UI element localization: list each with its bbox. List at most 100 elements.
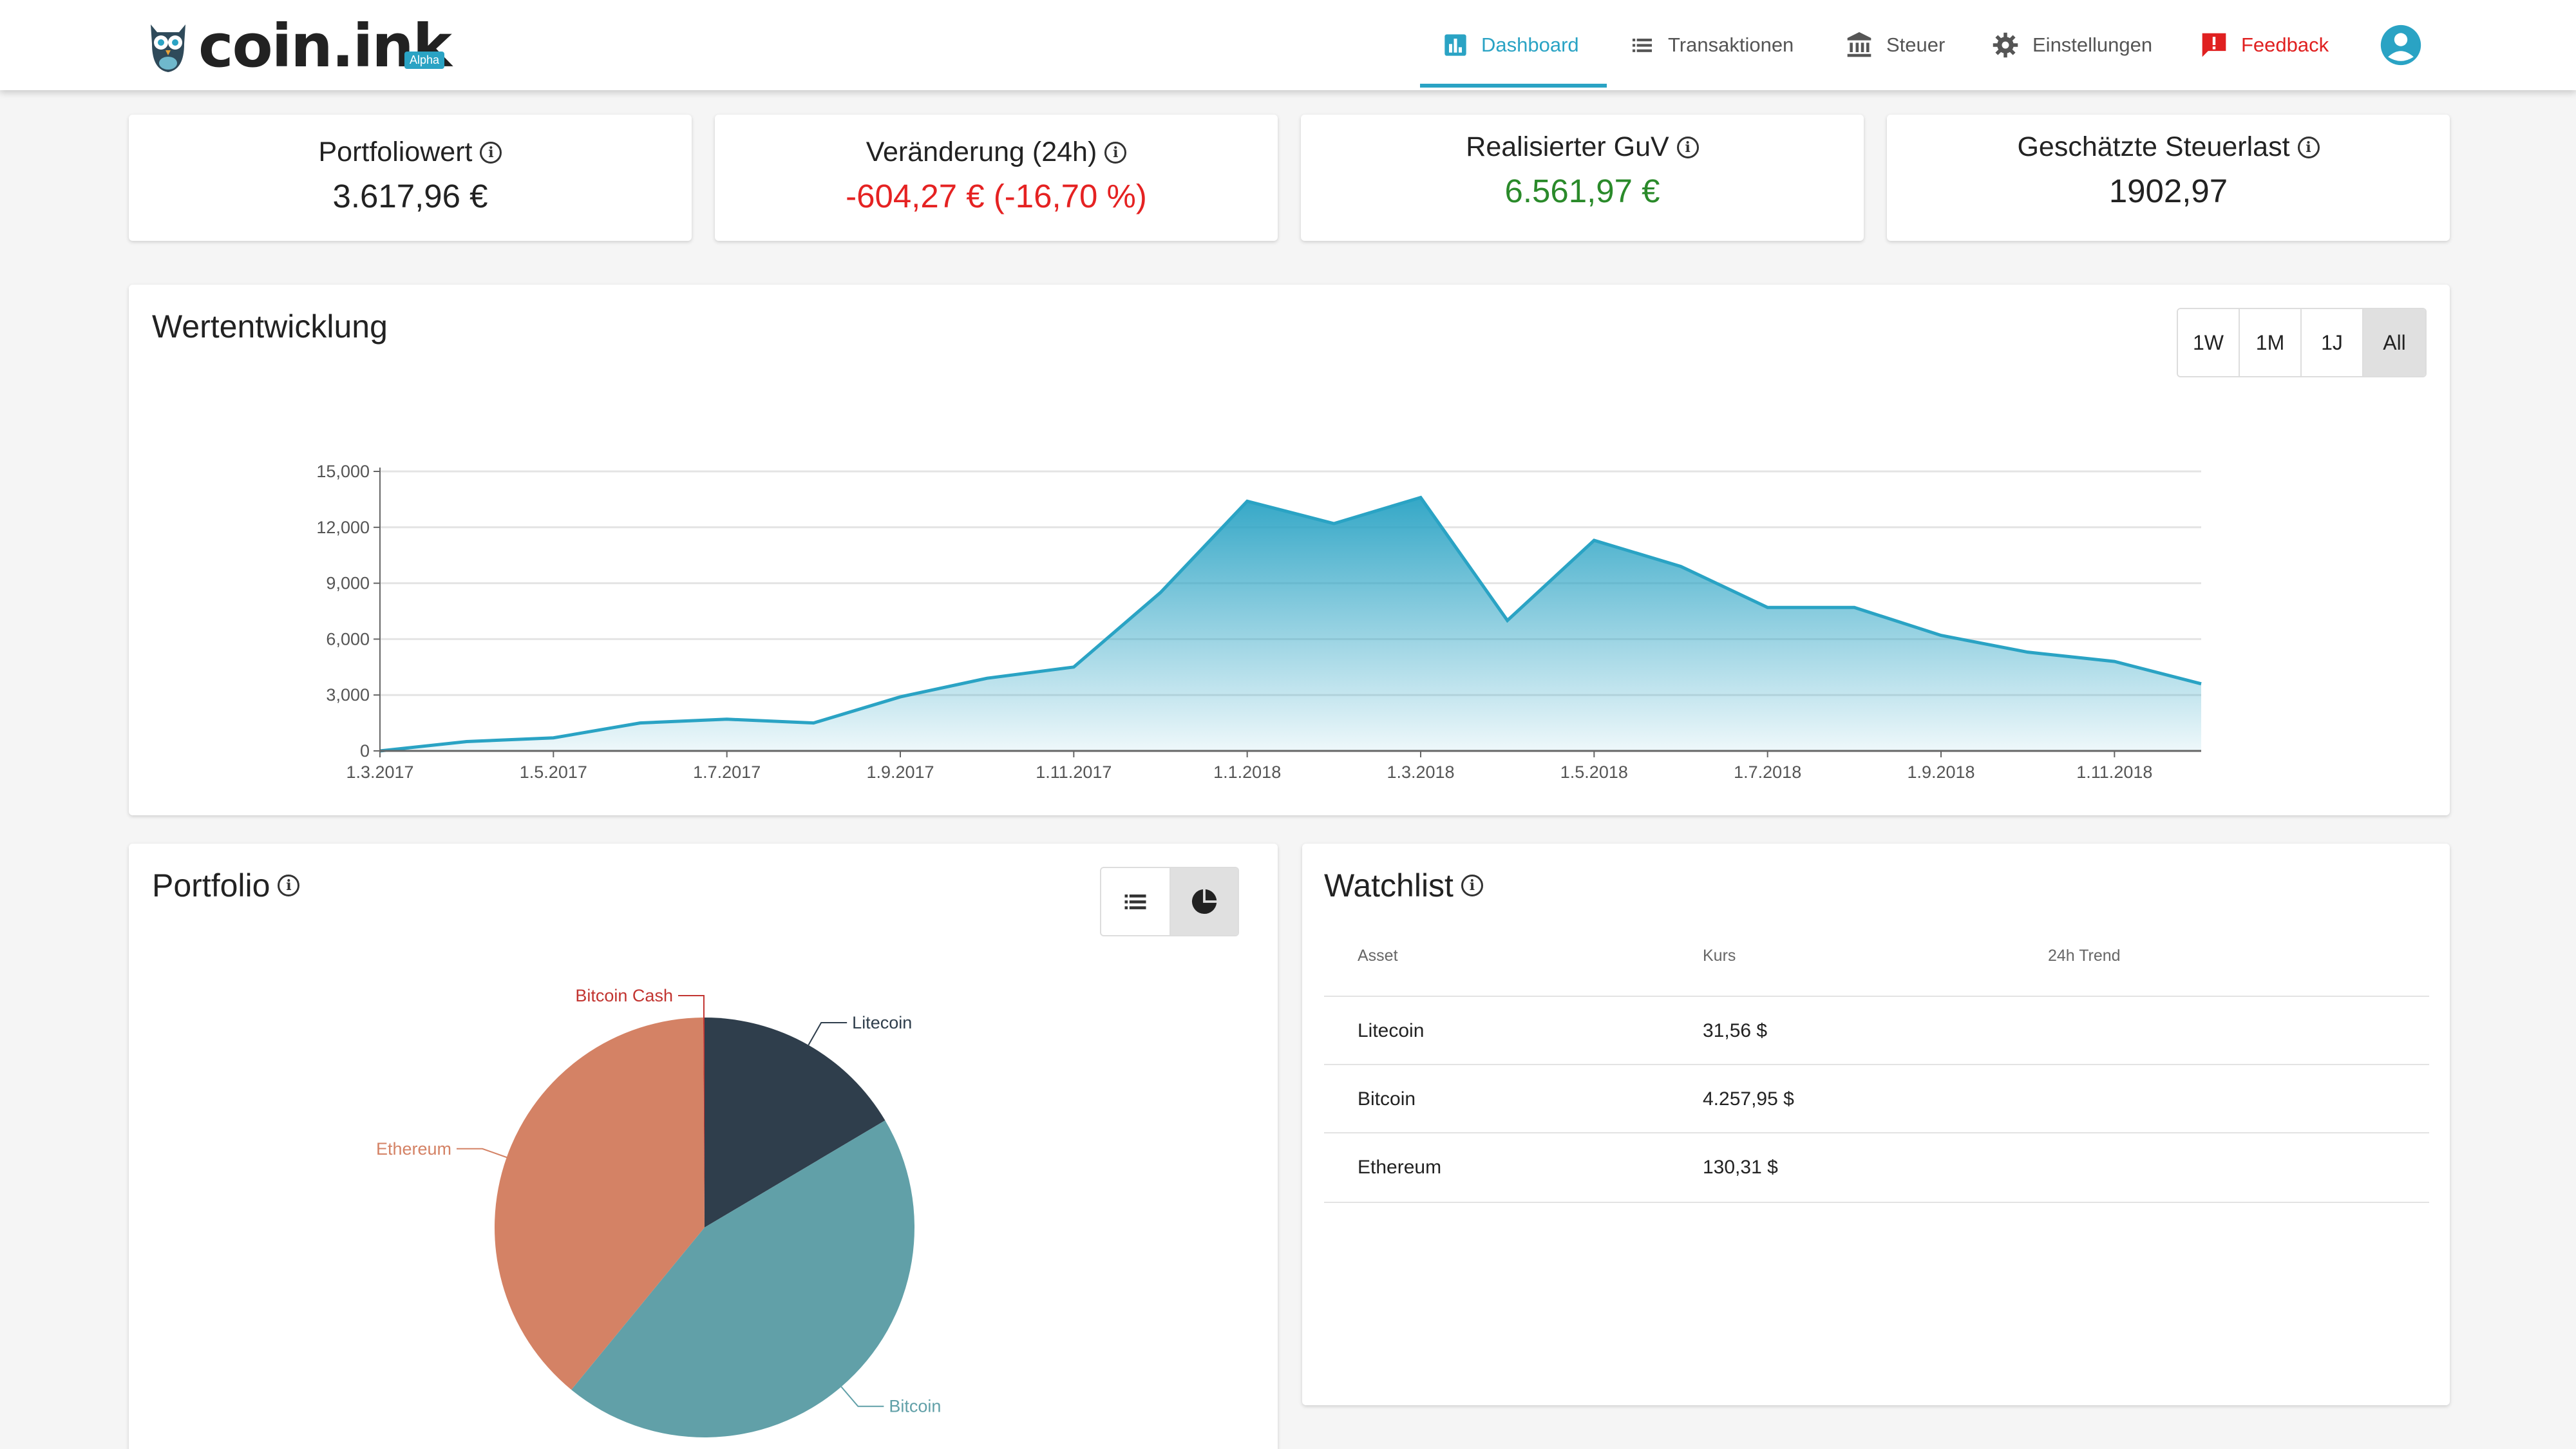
pie-label: Litecoin: [852, 1013, 912, 1032]
kpi-label: Veränderung (24h): [866, 137, 1097, 167]
pie-label-line: [457, 1148, 507, 1159]
x-tick-label: 1.11.2018: [2076, 762, 2152, 782]
nav-transaktionen[interactable]: Transaktionen: [1629, 0, 1794, 90]
y-tick-label: 12,000: [316, 518, 370, 537]
bar-chart-icon: [1443, 32, 1468, 58]
x-tick-label: 1.5.2018: [1560, 762, 1628, 782]
table-row[interactable]: Ethereum 130,31 $: [1324, 1132, 2429, 1200]
kpi-value: 6.561,97 €: [1504, 173, 1660, 209]
pie-label: Bitcoin: [889, 1397, 941, 1416]
portfolio-pie-chart: Litecoin Bitcoin Ethereum Bitcoin Cash: [376, 986, 941, 1437]
info-icon[interactable]: i: [278, 875, 300, 896]
info-icon[interactable]: i: [1461, 875, 1483, 896]
kpi-label: Portfoliowert: [318, 137, 473, 167]
asset-price: 31,56 $: [1703, 1020, 1768, 1041]
x-tick-label: 1.5.2017: [520, 762, 587, 782]
value-chart-card: Wertentwicklung 1W 1M 1J All 0 3,000 6,000…: [129, 285, 2450, 815]
gear-icon: [1991, 31, 2020, 59]
logo[interactable]: coin.ink Alpha: [147, 14, 452, 79]
area-fill: [380, 497, 2201, 751]
range-1m-button[interactable]: 1M: [2240, 309, 2302, 376]
x-tick-label: 1.7.2018: [1734, 762, 1801, 782]
alpha-badge: Alpha: [404, 52, 445, 69]
asset-name: Litecoin: [1358, 1020, 1425, 1041]
kpi-label: Geschätzte Steuerlast: [2017, 131, 2290, 162]
pie-view-button[interactable]: [1170, 868, 1238, 935]
y-tick-label: 15,000: [316, 462, 370, 481]
pie-label: Ethereum: [376, 1139, 451, 1159]
pie-slice-litecoin: [705, 1018, 886, 1227]
asset-price: 130,31 $: [1703, 1157, 1778, 1178]
portfolio-view-toggle: [1100, 867, 1239, 936]
list-icon: [1124, 895, 1146, 909]
x-tick-label: 1.11.2017: [1036, 762, 1112, 782]
nav-einstellungen[interactable]: Einstellungen: [1991, 0, 2152, 90]
nav-steuer[interactable]: Steuer: [1845, 0, 1945, 90]
nav-dashboard-label: Dashboard: [1481, 33, 1579, 56]
asset-name: Bitcoin: [1358, 1088, 1416, 1110]
y-tick-label: 6,000: [326, 629, 370, 649]
portfolio-card: Portfolio i Litecoin Bitcoin Ethereum Bitco…: [129, 844, 1278, 1449]
pie-label-line: [677, 995, 705, 1018]
kpi-label: Realisierter GuV: [1466, 131, 1669, 162]
portfolio-title: Portfolio: [152, 867, 270, 904]
series-line: [379, 495, 2202, 753]
kpi-value: 3.617,96 €: [332, 178, 488, 214]
table-row[interactable]: Litecoin 31,56 $: [1324, 996, 2429, 1064]
table-row[interactable]: Bitcoin 4.257,95 $: [1324, 1064, 2429, 1132]
column-header-asset[interactable]: Asset: [1358, 947, 1398, 965]
list-view-button[interactable]: [1101, 868, 1170, 935]
pie-label-line: [840, 1386, 884, 1407]
info-icon[interactable]: i: [1676, 136, 1699, 158]
nav-dashboard[interactable]: Dashboard: [1443, 0, 1579, 90]
pie-label-line: [808, 1021, 848, 1046]
kpi-realisierter-guv: Realisierter GuV i 6.561,97 €: [1301, 115, 1864, 241]
x-tick-label: 1.9.2017: [866, 762, 934, 782]
feedback-icon: [2200, 31, 2228, 59]
kpi-veraenderung: Veränderung (24h) i -604,27 € (-16,70 %): [715, 115, 1278, 241]
nav-einstellungen-label: Einstellungen: [2032, 33, 2153, 56]
x-tick-label: 1.7.2017: [693, 762, 761, 782]
info-icon[interactable]: i: [2297, 136, 2320, 158]
y-tick-label: 3,000: [326, 685, 370, 705]
kpi-portfoliowert: Portfoliowert i 3.617,96 €: [129, 115, 692, 241]
nav-steuer-label: Steuer: [1886, 33, 1946, 56]
y-tick-label: 0: [360, 741, 370, 761]
column-header-kurs[interactable]: Kurs: [1703, 947, 1736, 965]
bank-icon: [1845, 31, 1873, 59]
range-all-button[interactable]: All: [2363, 309, 2425, 376]
x-tick-label: 1.1.2018: [1213, 762, 1281, 782]
top-bar: coin.ink Alpha Dashboard Transaktionen S…: [0, 0, 2576, 90]
list-icon: [1629, 32, 1655, 58]
info-icon[interactable]: i: [1104, 141, 1127, 164]
range-1w-button[interactable]: 1W: [2178, 309, 2240, 376]
info-icon[interactable]: i: [480, 141, 502, 164]
column-header-trend[interactable]: 24h Trend: [2048, 947, 2121, 965]
y-tick-label: 9,000: [326, 574, 370, 593]
x-tick-label: 1.9.2018: [1907, 762, 1975, 782]
value-area-chart: 0 3,000 6,000 9,000 12,000 15,000 1.3.2017 1.5.…: [316, 462, 2202, 782]
kpi-value: 1902,97: [2108, 173, 2228, 209]
table-divider: [1324, 1202, 2429, 1203]
pie-label: Bitcoin Cash: [575, 986, 673, 1005]
range-selector: 1W 1M 1J All: [2177, 308, 2427, 377]
watchlist-title: Watchlist: [1324, 867, 1454, 904]
kpi-value: -604,27 € (-16,70 %): [846, 178, 1147, 214]
x-tick-label: 1.3.2018: [1387, 762, 1454, 782]
range-1j-button[interactable]: 1J: [2302, 309, 2363, 376]
nav-feedback[interactable]: Feedback: [2200, 0, 2329, 90]
nav-feedback-label: Feedback: [2241, 33, 2329, 56]
asset-price: 4.257,95 $: [1703, 1088, 1794, 1110]
pie-slice-bitcoin: [571, 1120, 915, 1437]
value-chart-title: Wertentwicklung: [152, 308, 388, 345]
active-tab-indicator: [1420, 84, 1607, 88]
pie-chart-icon: [1191, 889, 1217, 914]
watchlist-card: Watchlist i Asset Kurs 24h Trend Litecoi…: [1302, 844, 2450, 1405]
owl-logo-icon: [151, 24, 185, 72]
nav-transaktionen-label: Transaktionen: [1668, 33, 1794, 56]
x-tick-label: 1.3.2017: [346, 762, 413, 782]
pie-slice-ethereum: [494, 1018, 705, 1390]
account-circle-icon: [2380, 24, 2421, 66]
account-button[interactable]: [2379, 0, 2423, 90]
kpi-steuerlast: Geschätzte Steuerlast i 1902,97: [1887, 115, 2450, 241]
